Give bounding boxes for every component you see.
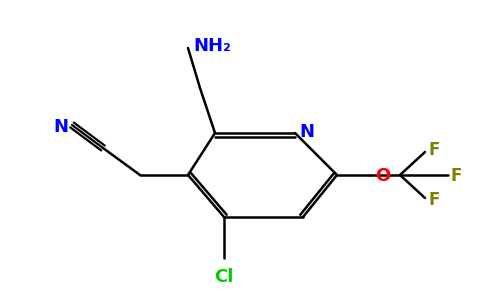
Text: N: N bbox=[53, 118, 68, 136]
Text: F: F bbox=[428, 191, 439, 209]
Text: N: N bbox=[299, 123, 314, 141]
Text: NH₂: NH₂ bbox=[193, 37, 231, 55]
Text: Cl: Cl bbox=[214, 268, 234, 286]
Text: F: F bbox=[428, 141, 439, 159]
Text: F: F bbox=[451, 167, 462, 185]
Text: O: O bbox=[375, 167, 390, 185]
